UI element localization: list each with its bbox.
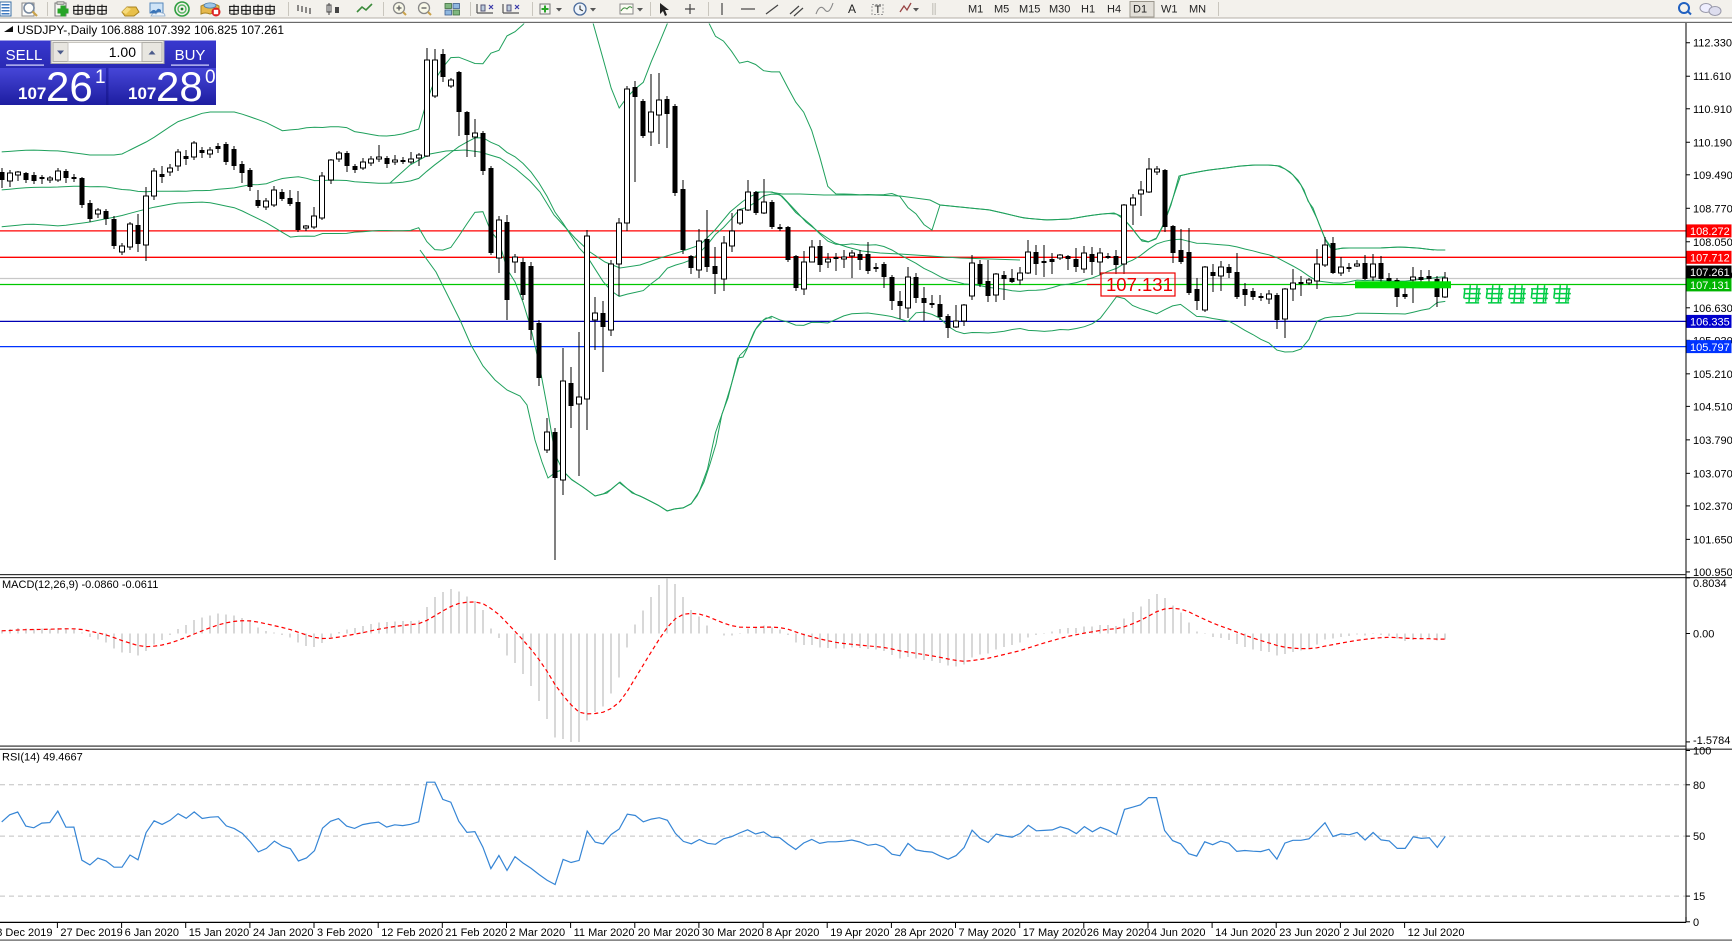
svg-text:104.510: 104.510 — [1693, 401, 1732, 413]
svg-text:RSI(14) 49.4667: RSI(14) 49.4667 — [2, 752, 83, 764]
svg-text:MACD(12,26,9) -0.0860 -0.0611: MACD(12,26,9) -0.0860 -0.0611 — [2, 579, 158, 591]
svg-text:21 Feb 2020: 21 Feb 2020 — [445, 927, 507, 939]
svg-text:111.610: 111.610 — [1693, 71, 1731, 83]
svg-text:102.370: 102.370 — [1693, 501, 1732, 513]
svg-text:107.261: 107.261 — [1690, 267, 1730, 279]
svg-text:M5: M5 — [994, 4, 1009, 16]
svg-text:M15: M15 — [1019, 4, 1040, 16]
svg-text:BUY: BUY — [175, 47, 206, 64]
svg-text:H1: H1 — [1081, 4, 1095, 16]
svg-text:14 Jun 2020: 14 Jun 2020 — [1215, 927, 1276, 939]
svg-text:107: 107 — [128, 84, 156, 103]
svg-text:110.190: 110.190 — [1693, 137, 1732, 149]
svg-text:0: 0 — [205, 67, 216, 88]
svg-text:105.210: 105.210 — [1693, 369, 1732, 381]
svg-text:8 Dec 2019: 8 Dec 2019 — [0, 927, 52, 939]
svg-text:108.272: 108.272 — [1690, 226, 1730, 238]
svg-text:28: 28 — [156, 63, 203, 110]
svg-text:11 Mar 2020: 11 Mar 2020 — [574, 927, 635, 939]
svg-text:USDJPY-,Daily 106.888 107.392: USDJPY-,Daily 106.888 107.392 106.825 10… — [17, 23, 284, 37]
svg-text:101.650: 101.650 — [1693, 534, 1732, 546]
svg-text:24 Jan 2020: 24 Jan 2020 — [253, 927, 314, 939]
svg-text:26 May 2020: 26 May 2020 — [1087, 927, 1151, 939]
svg-text:4 Jun 2020: 4 Jun 2020 — [1151, 927, 1205, 939]
svg-text:100.950: 100.950 — [1693, 567, 1732, 579]
svg-text:106.630: 106.630 — [1693, 303, 1732, 315]
svg-text:107.131: 107.131 — [1690, 280, 1730, 292]
svg-text:20 Mar 2020: 20 Mar 2020 — [638, 927, 700, 939]
svg-text:112.330: 112.330 — [1693, 38, 1732, 50]
svg-text:109.490: 109.490 — [1693, 170, 1732, 182]
svg-text:8 Apr 2020: 8 Apr 2020 — [766, 927, 819, 939]
svg-text:W1: W1 — [1161, 4, 1178, 16]
svg-text:1.00: 1.00 — [109, 44, 136, 60]
svg-text:T: T — [875, 4, 882, 16]
svg-text:12 Feb 2020: 12 Feb 2020 — [381, 927, 443, 939]
svg-text:6 Jan 2020: 6 Jan 2020 — [125, 927, 179, 939]
svg-text:17 May 2020: 17 May 2020 — [1023, 927, 1087, 939]
svg-text:19 Apr 2020: 19 Apr 2020 — [830, 927, 889, 939]
svg-text:28 Apr 2020: 28 Apr 2020 — [894, 927, 953, 939]
svg-text:H4: H4 — [1107, 4, 1121, 16]
svg-text:0.00: 0.00 — [1693, 629, 1714, 641]
svg-text:107: 107 — [18, 84, 46, 103]
svg-text:15 Jan 2020: 15 Jan 2020 — [189, 927, 250, 939]
svg-text:D1: D1 — [1133, 4, 1147, 16]
svg-text:2 Jul 2020: 2 Jul 2020 — [1343, 927, 1394, 939]
svg-text:MN: MN — [1189, 4, 1206, 16]
svg-text:107.712: 107.712 — [1690, 253, 1730, 265]
svg-text:50: 50 — [1693, 831, 1705, 843]
svg-text:-1.5784: -1.5784 — [1693, 735, 1730, 747]
svg-text:SELL: SELL — [6, 47, 43, 64]
svg-text:100: 100 — [1693, 746, 1711, 758]
svg-text:106.335: 106.335 — [1690, 317, 1730, 329]
svg-text:103.790: 103.790 — [1693, 435, 1732, 447]
svg-text:15: 15 — [1693, 891, 1705, 903]
svg-text:2 Mar 2020: 2 Mar 2020 — [510, 927, 566, 939]
svg-text:107.131: 107.131 — [1106, 274, 1173, 295]
svg-text:1: 1 — [95, 67, 106, 88]
svg-text:26: 26 — [46, 63, 93, 110]
svg-text:105.797: 105.797 — [1690, 342, 1730, 354]
svg-text:0: 0 — [1693, 917, 1699, 929]
svg-text:23 Jun 2020: 23 Jun 2020 — [1279, 927, 1340, 939]
svg-text:30 Mar 2020: 30 Mar 2020 — [702, 927, 764, 939]
svg-text:3 Feb 2020: 3 Feb 2020 — [317, 927, 373, 939]
svg-text:108.770: 108.770 — [1693, 203, 1732, 215]
svg-text:12 Jul 2020: 12 Jul 2020 — [1408, 927, 1465, 939]
svg-text:A: A — [848, 2, 856, 16]
svg-text:110.910: 110.910 — [1693, 104, 1732, 116]
svg-text:0.8034: 0.8034 — [1693, 578, 1727, 590]
svg-text:80: 80 — [1693, 780, 1705, 792]
svg-text:M30: M30 — [1049, 4, 1070, 16]
svg-text:M1: M1 — [968, 4, 983, 16]
svg-text:27 Dec 2019: 27 Dec 2019 — [60, 927, 122, 939]
svg-text:103.070: 103.070 — [1693, 468, 1732, 480]
svg-text:108.050: 108.050 — [1693, 237, 1732, 249]
svg-text:7 May 2020: 7 May 2020 — [959, 927, 1016, 939]
